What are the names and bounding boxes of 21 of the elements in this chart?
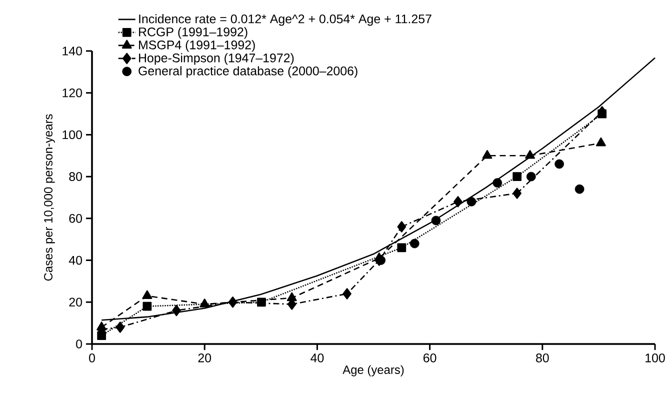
y-axis-title: Cases per 10,000 person-years: [44, 114, 55, 281]
x-axis-title: Age (years): [342, 365, 404, 376]
y-tick-label: 20: [69, 298, 82, 307]
y-tick-label: 60: [69, 214, 82, 223]
x-tick-label: 80: [536, 354, 549, 362]
y-tick-label: 100: [62, 130, 82, 140]
y-tick-label: 0: [76, 340, 82, 348]
x-tick-label: 0: [89, 354, 95, 362]
legend-label: RCGP (1991–1992): [139, 27, 248, 39]
y-tick-label: 80: [69, 172, 82, 181]
y-tick-label: 40: [68, 256, 82, 265]
y-tick-label: 140: [62, 46, 82, 56]
x-tick-label: 20: [198, 354, 212, 362]
x-tick-label: 40: [310, 354, 324, 362]
x-tick-label: 60: [424, 354, 436, 362]
legend-label: MSGP4 (1991–1992): [139, 40, 255, 52]
legend-label: General practice database (2000–2006): [138, 66, 358, 78]
legend-label: Hope-Simpson (1947–1972): [139, 53, 294, 65]
y-tick-label: 120: [62, 88, 82, 98]
x-tick-label: 100: [646, 354, 665, 362]
legend-label: Incidence rate = 0.012* Age^2 + 0.054* Age + 11.257: [139, 14, 432, 26]
